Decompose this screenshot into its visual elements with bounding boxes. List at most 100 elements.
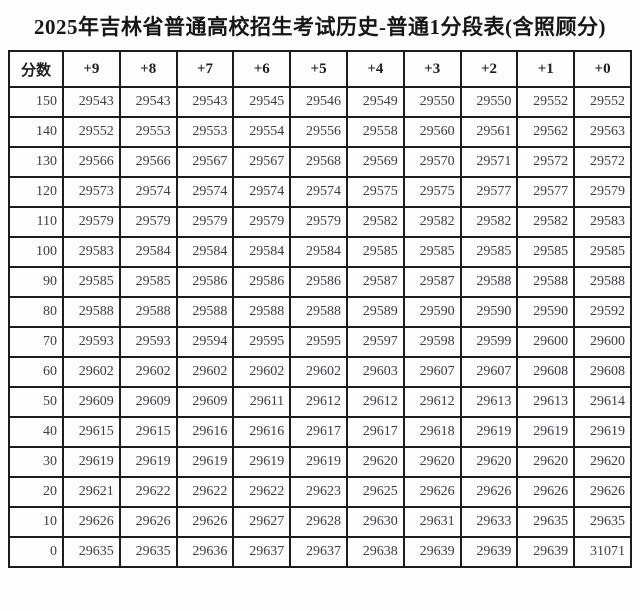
count-cell: 29587 xyxy=(345,266,405,298)
count-cell: 29563 xyxy=(573,116,632,148)
count-cell: 29626 xyxy=(573,476,632,508)
count-cell: 29616 xyxy=(232,416,292,448)
count-cell: 29623 xyxy=(289,476,348,508)
count-cell: 29568 xyxy=(289,146,348,178)
count-cell: 29595 xyxy=(232,326,292,358)
count-cell: 29607 xyxy=(402,356,462,388)
count-cell: 29575 xyxy=(345,176,405,208)
count-cell: 29613 xyxy=(459,386,519,418)
count-cell: 29552 xyxy=(573,86,632,118)
count-cell: 29639 xyxy=(459,536,519,568)
score-cell: 50 xyxy=(8,386,64,418)
count-cell: 29626 xyxy=(118,506,178,538)
count-cell: 29617 xyxy=(289,416,348,448)
table-row-score-30: 30 29619 29619 29619 29619 29619 29620 29620 296… xyxy=(8,446,632,478)
count-cell: 29570 xyxy=(402,146,462,178)
count-cell: 29579 xyxy=(62,206,121,238)
column-header-bonus-plus6: +6 xyxy=(232,50,292,88)
table-row-score-40: 40 29615 29615 29616 29616 29617 29617 29618 296… xyxy=(8,416,632,448)
count-cell: 29614 xyxy=(573,386,632,418)
table-row-score-50: 50 29609 29609 29609 29611 29612 29612 29612 296… xyxy=(8,386,632,418)
count-cell: 29558 xyxy=(345,116,405,148)
count-cell: 29611 xyxy=(232,386,292,418)
count-cell: 29638 xyxy=(345,536,405,568)
count-cell: 29574 xyxy=(118,176,178,208)
score-cell: 20 xyxy=(8,476,64,508)
count-cell: 29575 xyxy=(402,176,462,208)
table-row-score-110: 110 29579 29579 29579 29579 29579 29582 29582 29… xyxy=(8,206,632,238)
count-cell: 29620 xyxy=(402,446,462,478)
count-cell: 29619 xyxy=(118,446,178,478)
count-cell: 29599 xyxy=(459,326,519,358)
count-cell: 29574 xyxy=(232,176,292,208)
count-cell: 29622 xyxy=(232,476,292,508)
count-cell: 29627 xyxy=(232,506,292,538)
count-cell: 29633 xyxy=(459,506,519,538)
count-cell: 29619 xyxy=(516,416,576,448)
score-cell: 130 xyxy=(8,146,64,178)
count-cell: 29602 xyxy=(289,356,348,388)
table-row-score-100: 100 29583 29584 29584 29584 29584 29585 29585 29… xyxy=(8,236,632,268)
count-cell: 29588 xyxy=(459,266,519,298)
score-cell: 70 xyxy=(8,326,64,358)
count-cell: 29585 xyxy=(62,266,121,298)
count-cell: 29566 xyxy=(118,146,178,178)
count-cell: 29615 xyxy=(118,416,178,448)
count-cell: 29622 xyxy=(118,476,178,508)
score-cell: 10 xyxy=(8,506,64,538)
count-cell: 29612 xyxy=(402,386,462,418)
page-title: 2025年吉林省普通高校招生考试历史-普通1分段表(含照顾分) xyxy=(34,15,606,39)
count-cell: 29586 xyxy=(175,266,235,298)
count-cell: 29628 xyxy=(289,506,348,538)
count-cell: 29619 xyxy=(232,446,292,478)
count-cell: 29549 xyxy=(345,86,405,118)
column-header-bonus-plus9: +9 xyxy=(62,50,121,88)
count-cell: 29637 xyxy=(232,536,292,568)
count-cell: 29579 xyxy=(289,206,348,238)
count-cell: 29554 xyxy=(232,116,292,148)
column-header-bonus-plus2: +2 xyxy=(459,50,519,88)
count-cell: 29620 xyxy=(516,446,576,478)
count-cell: 29602 xyxy=(118,356,178,388)
count-cell: 29577 xyxy=(516,176,576,208)
count-cell: 29574 xyxy=(289,176,348,208)
count-cell: 29553 xyxy=(175,116,235,148)
count-cell: 29600 xyxy=(573,326,632,358)
count-cell: 29584 xyxy=(118,236,178,268)
count-cell: 29626 xyxy=(459,476,519,508)
count-cell: 29612 xyxy=(345,386,405,418)
count-cell: 29582 xyxy=(402,206,462,238)
count-cell: 29543 xyxy=(62,86,121,118)
count-cell: 29583 xyxy=(573,206,632,238)
count-cell: 29588 xyxy=(516,266,576,298)
table-row-score-70: 70 29593 29593 29594 29595 29595 29597 29598 295… xyxy=(8,326,632,358)
count-cell: 29579 xyxy=(175,206,235,238)
count-cell: 29613 xyxy=(516,386,576,418)
count-cell: 29635 xyxy=(516,506,576,538)
count-cell: 29630 xyxy=(345,506,405,538)
count-cell: 29620 xyxy=(345,446,405,478)
count-cell: 29602 xyxy=(175,356,235,388)
count-cell: 29609 xyxy=(118,386,178,418)
count-cell: 29574 xyxy=(175,176,235,208)
count-cell: 29585 xyxy=(402,236,462,268)
score-cell: 60 xyxy=(8,356,64,388)
count-cell: 29608 xyxy=(573,356,632,388)
count-cell: 29588 xyxy=(175,296,235,328)
count-cell: 29582 xyxy=(459,206,519,238)
count-cell: 29590 xyxy=(459,296,519,328)
count-cell: 29607 xyxy=(459,356,519,388)
count-cell: 29612 xyxy=(289,386,348,418)
count-cell: 29609 xyxy=(62,386,121,418)
count-cell: 29579 xyxy=(118,206,178,238)
count-cell: 29594 xyxy=(175,326,235,358)
count-cell: 29635 xyxy=(118,536,178,568)
column-header-score: 分数 xyxy=(8,50,64,88)
count-cell: 29625 xyxy=(345,476,405,508)
count-cell: 29598 xyxy=(402,326,462,358)
count-cell: 29585 xyxy=(118,266,178,298)
count-cell: 29622 xyxy=(175,476,235,508)
count-cell: 29561 xyxy=(459,116,519,148)
count-cell: 29619 xyxy=(62,446,121,478)
count-cell: 29552 xyxy=(62,116,121,148)
